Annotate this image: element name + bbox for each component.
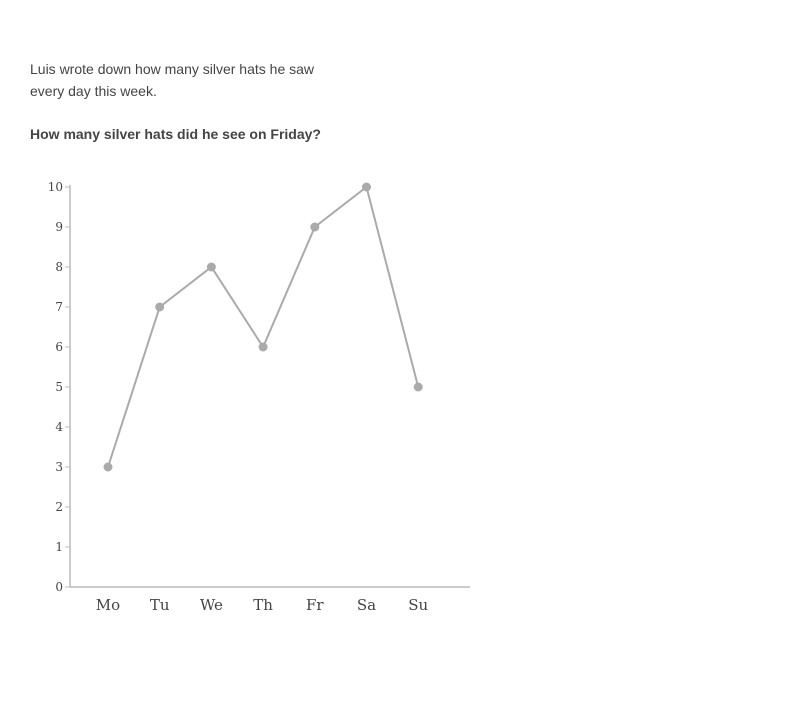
y-tick-label: 0 — [55, 580, 63, 594]
series — [103, 182, 423, 472]
y-tick-label: 2 — [55, 500, 63, 514]
x-tick-label-th: Th — [253, 596, 273, 614]
data-point-th — [258, 342, 268, 352]
y-tick-label: 5 — [55, 380, 63, 394]
data-point-sa — [362, 182, 371, 192]
y-tick-label: 6 — [55, 340, 63, 354]
y-tick-label: 1 — [55, 540, 63, 554]
data-point-su — [413, 382, 423, 392]
y-tick-label: 8 — [55, 260, 63, 274]
y-tick-label: 4 — [55, 420, 63, 434]
y-tick-label: 9 — [55, 220, 63, 234]
x-tick-label-tu: Tu — [150, 596, 170, 614]
y-axis: 0 1 2 3 4 5 6 7 8 9 10 — [48, 180, 71, 594]
data-point-fr — [310, 222, 320, 232]
data-point-we — [206, 262, 216, 272]
y-tick-label: 3 — [55, 460, 63, 474]
problem-question: How many silver hats did he see on Frida… — [30, 126, 321, 142]
x-tick-label-su: Su — [408, 596, 428, 614]
data-point-mo — [103, 462, 113, 472]
x-tick-label-sa: Sa — [357, 596, 376, 614]
y-tick-label: 7 — [55, 300, 63, 314]
x-tick-label-mo: Mo — [96, 596, 120, 614]
x-tick-label-fr: Fr — [306, 596, 324, 614]
y-tick-label: 10 — [48, 180, 63, 194]
series-line — [107, 185, 420, 468]
x-axis: Mo Tu We Th Fr Sa Su — [70, 586, 470, 614]
x-tick-label-we: We — [200, 596, 223, 614]
data-point-tu — [155, 302, 165, 312]
problem-prompt: Luis wrote down how many silver hats he … — [30, 61, 315, 99]
